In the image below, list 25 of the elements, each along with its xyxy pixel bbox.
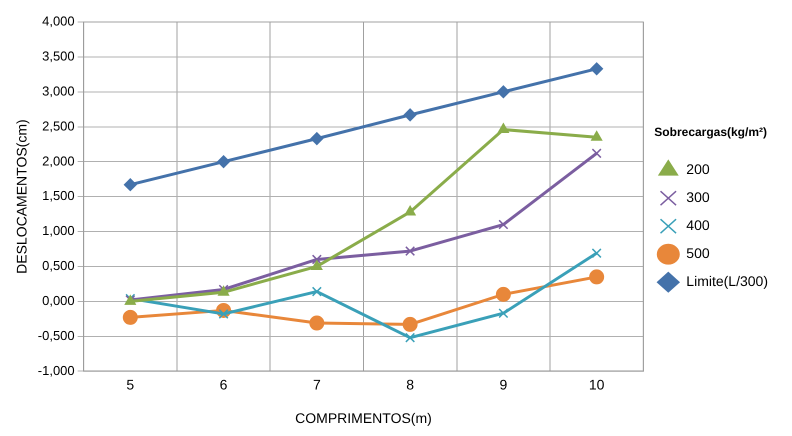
y-tick-label: 2,000 [42,153,75,168]
x-tick-label: 9 [499,376,508,392]
y-tick-label: 3,500 [42,48,75,64]
y-tick-label: -0,500 [38,328,75,343]
x-tick-label: 10 [588,376,605,392]
y-axis-title: DESLOCAMENTOS(cm) [13,119,30,274]
y-tick-label: 4,000 [42,14,75,29]
x-axis-title: COMPRIMENTOS(m) [295,410,432,426]
x-tick-label: 7 [312,376,321,392]
x-tick-label: 8 [406,376,414,392]
y-tick-label: 0,500 [42,258,75,274]
x-tick-label: 6 [220,376,228,392]
legend-label: 200 [686,161,710,178]
legend-label: 500 [686,245,710,262]
legend-title: Sobrecargas(kg/m²) [654,125,767,140]
legend-label: 400 [686,217,710,234]
y-tick-label: 1,500 [42,188,75,204]
x-tick-label: 5 [126,376,134,392]
legend-label: 300 [686,189,710,206]
legend-label: Limite(L/300) [686,273,768,290]
y-tick-label: 0,000 [42,292,75,308]
y-tick-label: 3,000 [42,83,75,98]
y-tick-label: 2,500 [42,118,75,134]
y-tick-label: -1,000 [38,362,75,378]
y-tick-label: 1,000 [42,223,75,238]
